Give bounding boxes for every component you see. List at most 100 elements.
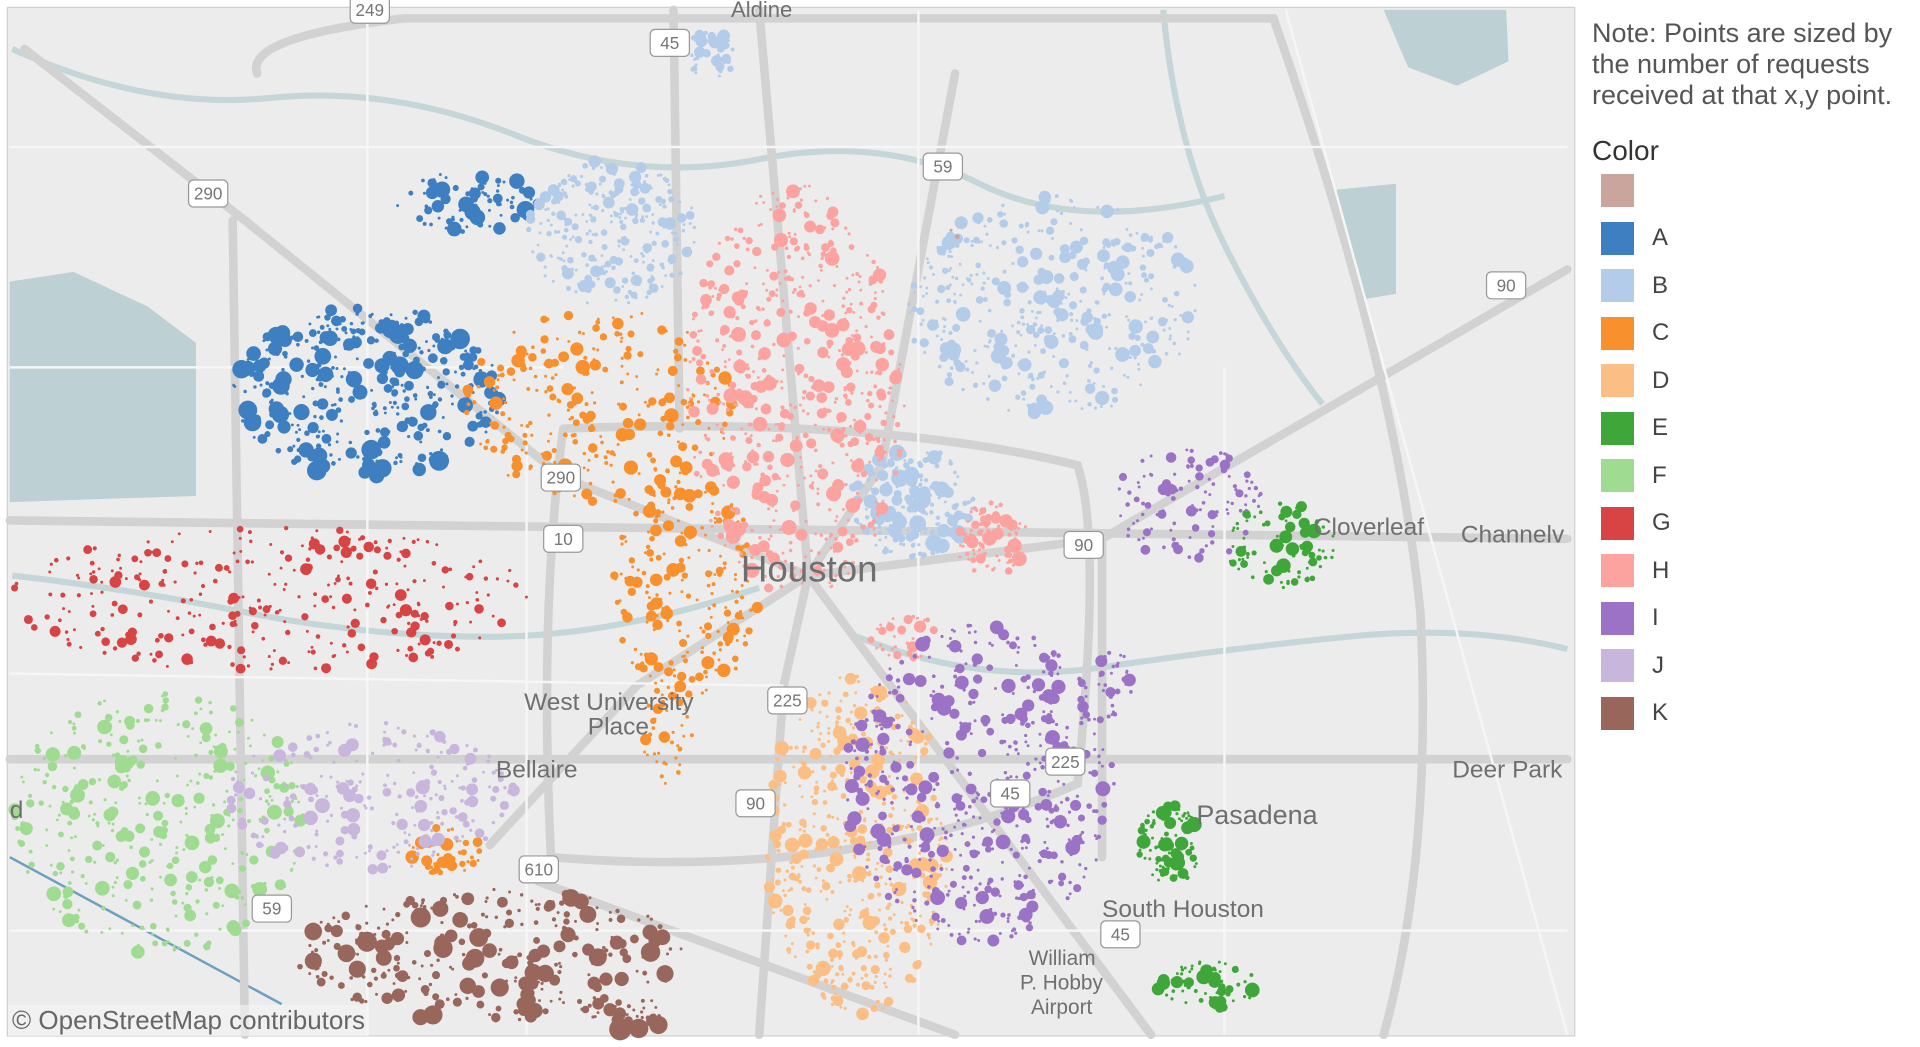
data-point[interactable] xyxy=(376,850,387,861)
data-point[interactable] xyxy=(185,871,198,883)
data-point[interactable] xyxy=(1173,472,1177,476)
data-point[interactable] xyxy=(396,406,400,410)
data-point[interactable] xyxy=(830,584,834,588)
data-point[interactable] xyxy=(700,294,712,306)
data-point[interactable] xyxy=(545,317,550,322)
data-point[interactable] xyxy=(100,626,105,632)
data-point[interactable] xyxy=(730,47,735,52)
data-point[interactable] xyxy=(1069,312,1074,317)
data-point[interactable] xyxy=(1256,504,1261,508)
data-point[interactable] xyxy=(929,626,938,635)
data-point[interactable] xyxy=(584,370,590,376)
data-point[interactable] xyxy=(563,227,569,233)
data-point[interactable] xyxy=(330,374,334,378)
data-point[interactable] xyxy=(600,265,604,269)
data-point[interactable] xyxy=(1007,532,1011,536)
data-point[interactable] xyxy=(975,262,982,269)
data-point[interactable] xyxy=(875,694,879,698)
data-point[interactable] xyxy=(984,846,992,853)
data-point[interactable] xyxy=(668,591,672,595)
data-point[interactable] xyxy=(843,388,847,392)
data-point[interactable] xyxy=(851,273,855,277)
data-point[interactable] xyxy=(879,623,883,627)
data-point[interactable] xyxy=(963,894,967,898)
data-point[interactable] xyxy=(850,437,860,446)
data-point[interactable] xyxy=(1173,851,1185,863)
data-point[interactable] xyxy=(948,461,954,466)
data-point[interactable] xyxy=(624,540,628,543)
data-point[interactable] xyxy=(716,629,720,634)
data-point[interactable] xyxy=(313,345,320,351)
data-point[interactable] xyxy=(912,306,918,312)
data-point[interactable] xyxy=(755,201,758,205)
data-point[interactable] xyxy=(798,833,813,848)
data-point[interactable] xyxy=(61,808,65,812)
data-point[interactable] xyxy=(1141,501,1146,506)
data-point[interactable] xyxy=(146,718,151,722)
data-point[interactable] xyxy=(897,685,901,689)
data-point[interactable] xyxy=(492,193,503,204)
data-point[interactable] xyxy=(483,445,489,451)
data-point[interactable] xyxy=(59,871,63,875)
data-point[interactable] xyxy=(686,634,690,638)
data-point[interactable] xyxy=(399,459,403,464)
data-point[interactable] xyxy=(454,370,457,374)
data-point[interactable] xyxy=(186,734,190,738)
data-point[interactable] xyxy=(863,776,867,780)
data-point[interactable] xyxy=(954,502,960,507)
data-point[interactable] xyxy=(870,335,873,339)
data-point[interactable] xyxy=(1250,989,1255,993)
data-point[interactable] xyxy=(681,572,689,579)
data-point[interactable] xyxy=(624,294,630,300)
data-point[interactable] xyxy=(646,703,651,708)
data-point[interactable] xyxy=(591,233,595,236)
data-point[interactable] xyxy=(1021,833,1030,843)
data-point[interactable] xyxy=(315,529,319,533)
data-point[interactable] xyxy=(450,827,454,831)
data-point[interactable] xyxy=(727,358,731,362)
data-point[interactable] xyxy=(903,462,910,469)
data-point[interactable] xyxy=(431,560,437,566)
data-point[interactable] xyxy=(1174,985,1178,988)
data-point[interactable] xyxy=(655,593,659,597)
data-point[interactable] xyxy=(840,353,844,357)
data-point[interactable] xyxy=(659,262,665,268)
data-point[interactable] xyxy=(673,348,679,355)
data-point[interactable] xyxy=(792,566,796,570)
data-point[interactable] xyxy=(522,432,528,438)
data-point[interactable] xyxy=(413,431,424,441)
data-point[interactable] xyxy=(1164,993,1169,997)
data-point[interactable] xyxy=(960,899,963,903)
data-point[interactable] xyxy=(470,187,474,191)
data-point[interactable] xyxy=(1157,973,1170,986)
data-point[interactable] xyxy=(980,714,991,725)
data-point[interactable] xyxy=(697,548,701,552)
data-point[interactable] xyxy=(921,294,925,298)
data-point[interactable] xyxy=(874,436,878,440)
data-point[interactable] xyxy=(821,765,825,770)
data-point[interactable] xyxy=(617,244,621,248)
data-point[interactable] xyxy=(84,855,93,864)
data-point[interactable] xyxy=(149,652,153,656)
data-point[interactable] xyxy=(1103,266,1107,270)
data-point[interactable] xyxy=(1211,966,1217,972)
data-point[interactable] xyxy=(846,798,850,802)
data-point[interactable] xyxy=(840,326,846,332)
data-point[interactable] xyxy=(1189,448,1194,453)
data-point[interactable] xyxy=(694,55,700,61)
data-point[interactable] xyxy=(403,564,407,568)
data-point[interactable] xyxy=(406,588,410,592)
data-point[interactable] xyxy=(1214,513,1218,517)
data-point[interactable] xyxy=(243,903,247,907)
data-point[interactable] xyxy=(655,372,659,376)
data-point[interactable] xyxy=(93,860,97,864)
data-point[interactable] xyxy=(939,353,949,363)
data-point[interactable] xyxy=(1208,975,1221,988)
data-point[interactable] xyxy=(776,848,781,853)
data-point[interactable] xyxy=(166,940,170,944)
data-point[interactable] xyxy=(1295,501,1307,513)
data-point[interactable] xyxy=(1186,811,1190,815)
data-point[interactable] xyxy=(327,583,330,587)
data-point[interactable] xyxy=(907,844,912,849)
data-point[interactable] xyxy=(886,944,890,948)
